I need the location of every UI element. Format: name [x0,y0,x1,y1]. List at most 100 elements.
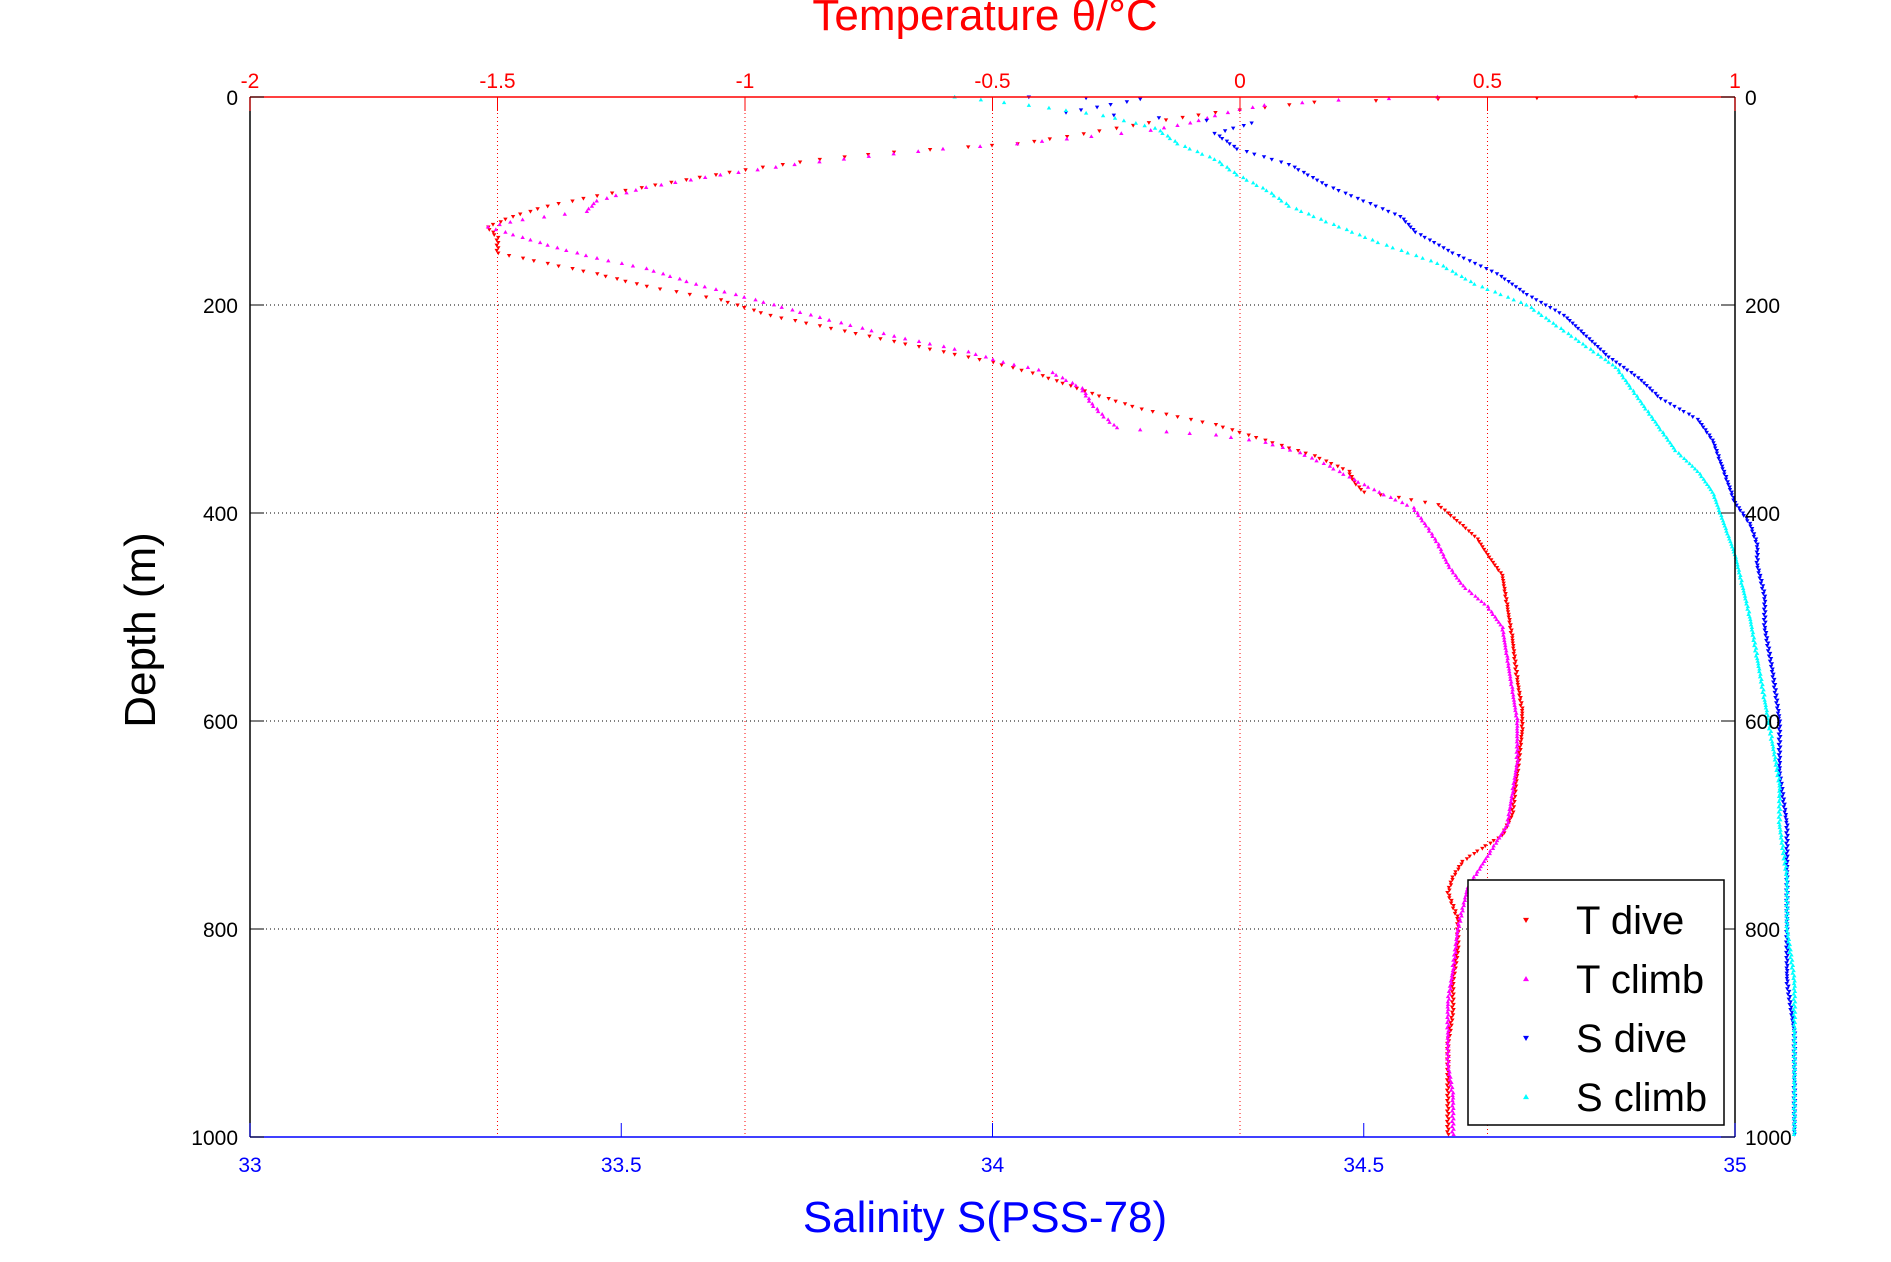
data-point [1445,1030,1450,1035]
data-point [644,284,649,289]
data-point [1454,934,1460,939]
data-point [1420,256,1425,260]
data-point [1264,188,1269,193]
data-point [1515,724,1520,728]
data-point [1519,709,1525,713]
data-point [1785,943,1790,947]
data-point [1505,295,1511,299]
data-point [1524,302,1529,307]
data-point [1776,753,1782,757]
data-point [1483,856,1488,861]
data-point [1292,165,1297,170]
data-point [1460,523,1466,528]
data-point [1785,958,1790,963]
data-point [1482,601,1487,606]
data-point [1690,464,1695,468]
data-point [817,324,823,328]
data-point [1450,878,1455,882]
data-point [1444,266,1449,271]
data-point [1219,137,1225,141]
y-axis-title: Depth (m) [116,532,165,728]
data-point [651,269,656,273]
data-point [1768,657,1774,661]
data-point [1515,737,1520,741]
data-point [1774,693,1779,698]
data-point [1455,948,1460,952]
data-point [1632,373,1637,378]
data-point [1459,274,1464,278]
data-point [1451,1111,1456,1116]
data-point [1791,1064,1796,1069]
data-point [1787,1002,1792,1007]
data-point [1649,389,1655,393]
data-point [1639,401,1645,406]
data-point [1237,430,1242,435]
data-point [1327,464,1333,468]
data-point [1477,867,1482,871]
data-point [1064,136,1070,141]
data-point [1755,656,1760,661]
data-point [1404,503,1410,507]
data-point [1319,181,1325,185]
data-point [1518,703,1523,708]
depth-tick-label-right: 600 [1745,711,1780,734]
data-point [1446,1028,1451,1032]
temperature-tick-label: -2 [241,70,260,93]
data-point [1781,792,1786,796]
data-point [1500,573,1505,578]
data-point [1699,474,1704,479]
data-point [1775,703,1781,708]
data-point [1446,1054,1451,1058]
data-point [1785,911,1790,915]
data-point [1357,232,1362,237]
data-point [1455,914,1460,919]
data-point [1667,402,1673,406]
data-point [1444,1088,1450,1093]
data-point [1450,963,1455,967]
data-point [1260,185,1266,190]
data-point [1768,737,1774,741]
data-point [793,319,798,323]
data-point [496,241,501,245]
data-point [1785,823,1790,828]
data-point [1776,820,1781,824]
data-point [1777,791,1783,796]
data-point [1446,1122,1451,1127]
data-point [1756,568,1762,573]
salinity-tick-label: 33 [238,1154,261,1177]
data-point [1511,651,1516,656]
data-point [1074,386,1080,391]
data-point [1445,1062,1450,1066]
data-point [604,196,610,200]
data-point [1478,542,1484,547]
data-point [1658,427,1663,432]
data-point [1587,337,1592,341]
data-point [1779,841,1784,845]
data-point [1735,562,1740,567]
data-point [1449,898,1454,903]
data-point [1573,336,1578,341]
data-point [1447,565,1452,570]
data-point [1744,516,1749,521]
data-point [1249,121,1254,126]
data-point [1536,310,1542,315]
data-point [1050,370,1055,375]
data-point [1082,389,1088,394]
data-point [606,258,611,263]
data-point [1603,352,1608,357]
data-point [1396,495,1402,500]
data-point [1445,1020,1450,1025]
data-point [1613,360,1619,365]
data-point [1450,875,1455,880]
data-point [1479,599,1484,603]
data-point [581,196,586,201]
data-point [1499,274,1504,279]
data-point [1444,1125,1450,1129]
data-point [1294,206,1299,211]
data-point [1442,508,1448,513]
data-point [1244,178,1249,182]
data-point [1758,581,1764,586]
data-point [1737,575,1743,580]
data-point [1378,493,1383,497]
data-point [1776,727,1782,731]
